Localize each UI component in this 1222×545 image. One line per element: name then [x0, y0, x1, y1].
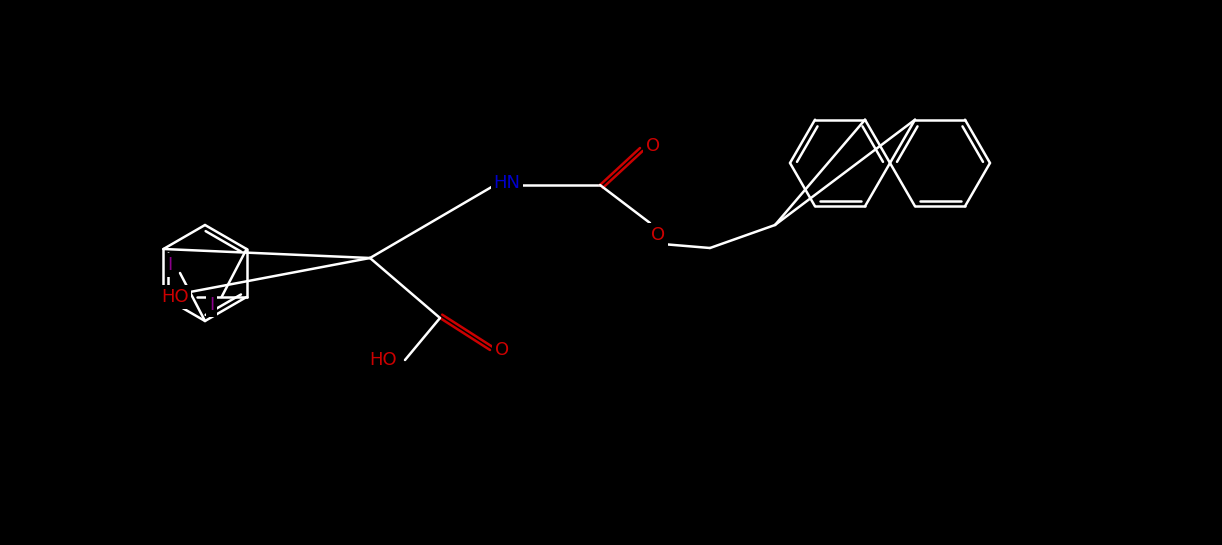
Text: HO: HO	[369, 351, 397, 369]
Text: O: O	[495, 341, 510, 359]
Text: I: I	[167, 256, 172, 274]
Text: O: O	[646, 137, 660, 155]
Text: HO: HO	[161, 288, 188, 306]
Text: O: O	[651, 226, 665, 244]
Text: I: I	[209, 296, 214, 314]
Text: HN: HN	[494, 174, 521, 192]
